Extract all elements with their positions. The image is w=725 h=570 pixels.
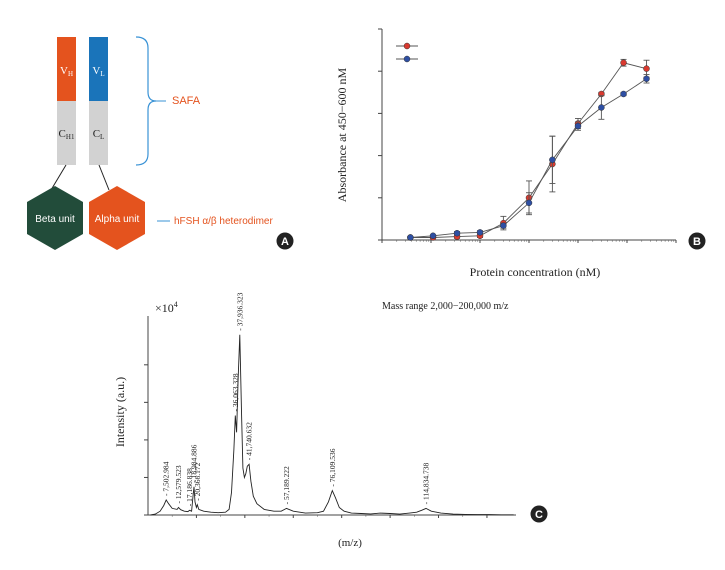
chart-b-point-safa-fsh	[598, 104, 605, 111]
chart-b-legend-marker-sl335	[403, 42, 411, 50]
connector-beta	[50, 164, 67, 191]
badge-b-label: B	[693, 236, 701, 248]
chart-c-peak-label: - 37,936.323	[235, 292, 244, 330]
vh-domain	[57, 37, 76, 101]
chart-c-peak-label: - 12,579.523	[174, 465, 183, 503]
chart-c-spectrum-trace	[150, 334, 514, 516]
chart-c-peak-label: - 41,740.632	[245, 422, 254, 460]
chart-c-peak-label: - 36,063.328	[231, 373, 240, 411]
chart-b-line-sl335	[410, 62, 647, 238]
chart-b-legend-marker-safa-fsh	[403, 55, 411, 63]
chart-b-point-sl335	[643, 65, 650, 72]
chart-c-peak-label: - 76,109.536	[328, 448, 337, 486]
chart-b-point-safa-fsh	[643, 75, 650, 83]
vh-label: VH	[60, 65, 73, 78]
ch1-domain	[57, 101, 76, 165]
chart-b-line-safa-fsh	[410, 78, 647, 238]
panel-b-chart: Protein concentration (nM) Absorbance at…	[335, 28, 706, 279]
chart-b-point-safa-fsh	[500, 222, 507, 229]
chart-b-point-safa-fsh	[620, 90, 627, 98]
connector-alpha	[98, 164, 110, 191]
chart-b-point-safa-fsh	[549, 156, 556, 164]
chart-b-point-safa-fsh	[453, 229, 461, 237]
cl-label: CL	[93, 128, 105, 141]
chart-b-point-safa-fsh	[574, 122, 582, 130]
chart-b-legend	[396, 42, 418, 63]
chart-c-peak-label: - 20,366.172	[193, 462, 202, 500]
chart-b-xlabel: Protein concentration (nM)	[470, 265, 601, 279]
hfsh-label: hFSH α/β heterodimer	[174, 216, 273, 227]
chart-c-xlabel: (m/z)	[338, 537, 362, 549]
chart-b-point-safa-fsh	[525, 199, 533, 207]
panel-a-schematic: VH VL CH1 CL Beta unit Alpha unit SAFA h…	[27, 36, 294, 250]
vl-domain	[89, 37, 108, 101]
chart-c-peak-label: - 17,186.838	[185, 468, 194, 506]
beta-unit-hexagon	[27, 186, 83, 250]
cl-domain	[89, 101, 108, 165]
vl-label: VL	[92, 65, 104, 78]
chart-c-ylabel: Intensity (a.u.)	[113, 377, 127, 447]
safa-label: SAFA	[172, 95, 201, 107]
chart-b-point-sl335	[620, 59, 627, 67]
alpha-unit-hexagon	[89, 186, 145, 250]
chart-c-peak-label: - 18,984.886	[190, 444, 199, 482]
chart-c-scale-label: ×104	[155, 300, 178, 315]
panel-c-chart: - 7,502.984- 12,579.523- 17,186.838- 18,…	[113, 292, 548, 549]
badge-a-circle	[276, 232, 294, 250]
badge-a-label: A	[281, 236, 289, 248]
chart-b-point-safa-fsh	[476, 229, 484, 236]
chart-c-title: Mass range 2,000−200,000 m/z	[382, 301, 509, 312]
badge-b-circle	[688, 232, 706, 250]
chart-c-peak-label: - 57,189.222	[282, 466, 291, 504]
ch1-label: CH1	[59, 128, 75, 141]
chart-b-point-safa-fsh	[407, 234, 414, 241]
chart-c-peak-label: - 114,834.738	[422, 463, 431, 505]
badge-c-label: C	[535, 509, 543, 521]
badge-c-circle	[530, 505, 548, 523]
alpha-unit-label: Alpha unit	[95, 214, 140, 225]
chart-b-point-safa-fsh	[429, 232, 437, 240]
chart-b-ylabel: Absorbance at 450−600 nM	[335, 67, 349, 202]
safa-bracket	[135, 36, 157, 166]
chart-c-peak-label: - 7,502.984	[162, 461, 171, 496]
beta-unit-label: Beta unit	[35, 214, 75, 225]
